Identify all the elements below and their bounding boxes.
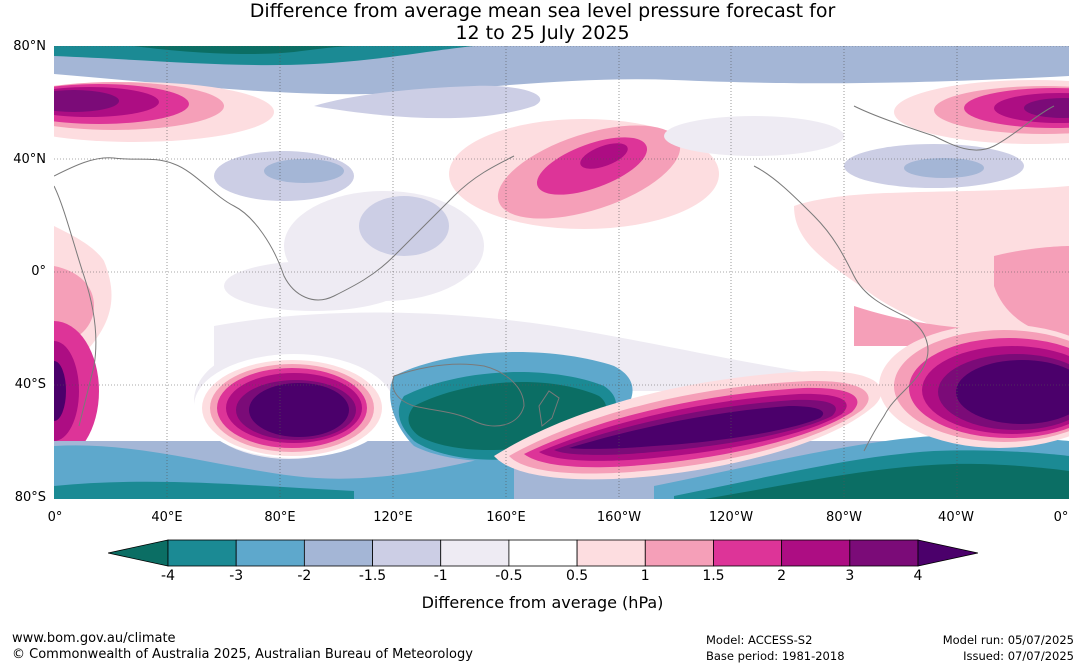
lon-label-160e: 160°E [486,510,526,525]
colorbar-swatch [303,539,373,567]
colorbar-tick-label: 3 [845,568,855,584]
colorbar-swatch [372,539,442,567]
colorbar-swatch [576,539,646,567]
lon-label-40e: 40°E [151,510,183,525]
colorbar-swatch [781,539,851,567]
colorbar-tick-label: 0.5 [565,568,589,584]
gridlines [54,46,1069,499]
footer-copyright: © Commonwealth of Australia 2025, Austra… [12,647,473,662]
lon-label-160w: 160°W [596,510,642,525]
lon-label-120e: 120°E [373,510,413,525]
footer-url: www.bom.gov.au/climate [12,631,176,646]
map-svg [54,46,1069,499]
colorbar-tick-label: 1 [640,568,650,584]
colorbar-extend-low [107,539,169,567]
colorbar-swatch [440,539,510,567]
footer-issued: Issued: 07/07/2025 [963,649,1074,663]
colorbar-tick-label: 4 [913,568,923,584]
lat-label-80n: 80°N [13,39,46,54]
colorbar-tick-label: -1 [433,568,448,584]
colorbar-swatch [849,539,919,567]
colorbar-swatch [644,539,714,567]
colorbar-swatch [235,539,305,567]
lat-label-40n: 40°N [13,152,46,167]
pressure-anomaly-map [54,46,1069,499]
colorbar-swatch [713,539,783,567]
colorbar-tick-label: -4 [161,568,175,584]
colorbar [107,538,979,588]
colorbar-tick-label: -0.5 [495,568,523,584]
map-title: Difference from average mean sea level p… [0,0,1085,44]
lon-label-40w: 40°W [938,510,974,525]
lon-label-0-end: 0° [1053,510,1069,525]
colorbar-tick-label: -3 [229,568,244,584]
colorbar-svg [107,539,979,567]
footer-model: Model: ACCESS-S2 [706,633,813,647]
colorbar-tick-label: -1.5 [358,568,387,584]
lon-label-80w: 80°W [826,510,862,525]
lat-label-40s: 40°S [14,377,46,392]
lon-label-0: 0° [47,510,63,525]
footer-model-run: Model run: 05/07/2025 [942,633,1074,647]
footer-base-period: Base period: 1981-2018 [706,649,845,663]
lon-label-120w: 120°W [708,510,754,525]
lat-label-80s: 80°S [14,490,46,505]
colorbar-tick-label: 1.5 [702,568,725,584]
colorbar-swatch [167,539,237,567]
title-line-2: 12 to 25 July 2025 [455,22,630,44]
title-line-1: Difference from average mean sea level p… [249,0,836,22]
colorbar-swatch [508,539,578,567]
lon-label-80e: 80°E [264,510,296,525]
colorbar-tick-label: -2 [297,568,312,584]
lat-label-0: 0° [31,264,46,279]
colorbar-label: Difference from average (hPa) [421,593,664,612]
colorbar-extend-high [917,539,979,567]
colorbar-tick-label: 2 [777,568,787,584]
